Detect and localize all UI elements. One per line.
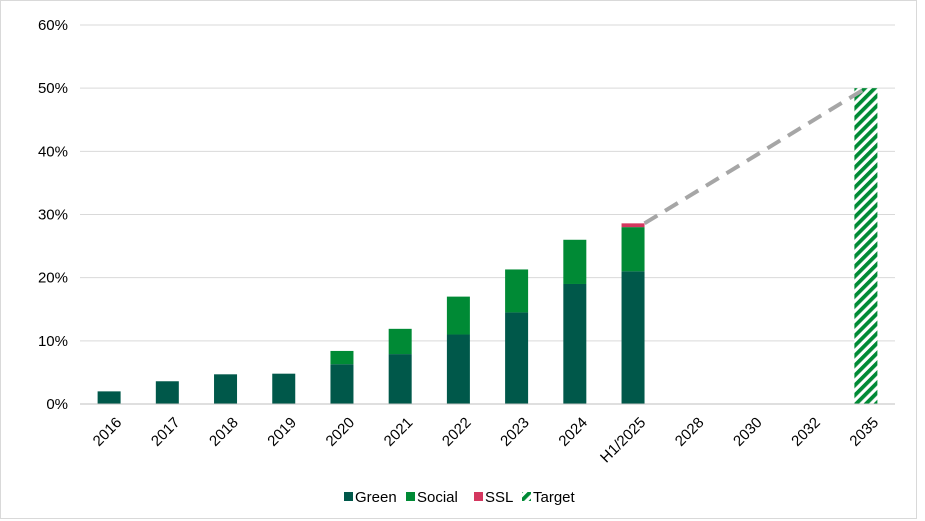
bar-social-2020 xyxy=(330,350,354,365)
x-tick-label: 2032 xyxy=(788,414,824,450)
x-tick-label: H1/2025 xyxy=(597,414,649,466)
legend-swatch-green xyxy=(344,492,353,501)
x-tick-label: 2023 xyxy=(497,414,533,450)
y-tick-label: 20% xyxy=(38,270,68,287)
y-tick-label: 10% xyxy=(38,333,68,350)
trend-line xyxy=(643,86,867,226)
legend-label-social: Social xyxy=(417,489,458,506)
x-tick-label: 2020 xyxy=(323,414,359,450)
bar-social-2023 xyxy=(505,269,529,313)
x-tick-label: 2019 xyxy=(264,414,300,450)
x-tick-label: 2028 xyxy=(672,414,708,450)
legend-label-green: Green xyxy=(355,489,397,506)
x-tick-label: 2016 xyxy=(90,414,126,450)
bar-green-2018 xyxy=(214,374,238,404)
bar-green-2017 xyxy=(155,381,179,404)
bar-green-2023 xyxy=(505,312,529,404)
bar-green-2022 xyxy=(446,334,470,404)
x-axis-tick-labels: 2016 2017 2018 2019 2020 2021 2022 2023 2024 H1/2… xyxy=(90,414,882,466)
bar-green-h1-2025 xyxy=(621,271,645,404)
trend-line-group xyxy=(643,86,867,226)
legend-label-target: Target xyxy=(533,489,576,506)
legend-label-ssl: SSL xyxy=(485,489,513,506)
legend-swatch-social xyxy=(406,492,415,501)
legend-swatch-ssl xyxy=(474,492,483,501)
y-axis-tick-labels: 0% 10% 20% 30% 40% 50% 60% xyxy=(38,17,68,413)
legend-swatch-target xyxy=(522,492,531,501)
y-tick-label: 0% xyxy=(46,396,68,413)
bar-green-2024 xyxy=(563,283,587,404)
x-tick-label: 2017 xyxy=(148,414,184,450)
bar-ssl-h1-2025 xyxy=(621,223,645,228)
bar-social-2024 xyxy=(563,239,587,284)
bars xyxy=(97,88,878,405)
bar-social-2021 xyxy=(388,328,412,355)
bar-target-2035 xyxy=(854,88,878,405)
y-tick-label: 60% xyxy=(38,17,68,34)
y-tick-label: 30% xyxy=(38,207,68,224)
x-tick-label: 2021 xyxy=(381,414,417,450)
bar-green-2016 xyxy=(97,391,121,404)
x-tick-label: 2035 xyxy=(846,414,882,450)
bar-social-h1-2025 xyxy=(621,227,645,272)
x-tick-label: 2018 xyxy=(206,414,242,450)
legend: Green Social SSL Target xyxy=(344,489,576,506)
x-tick-label: 2022 xyxy=(439,414,475,450)
bar-social-2022 xyxy=(446,296,470,335)
gridlines xyxy=(80,24,895,342)
x-tick-label: 2030 xyxy=(730,414,766,450)
bar-green-2020 xyxy=(330,364,354,404)
bar-green-2019 xyxy=(272,373,296,404)
bar-green-2021 xyxy=(388,354,412,404)
y-tick-label: 40% xyxy=(38,143,68,160)
x-tick-label: 2024 xyxy=(555,414,591,450)
y-tick-label: 50% xyxy=(38,80,68,97)
